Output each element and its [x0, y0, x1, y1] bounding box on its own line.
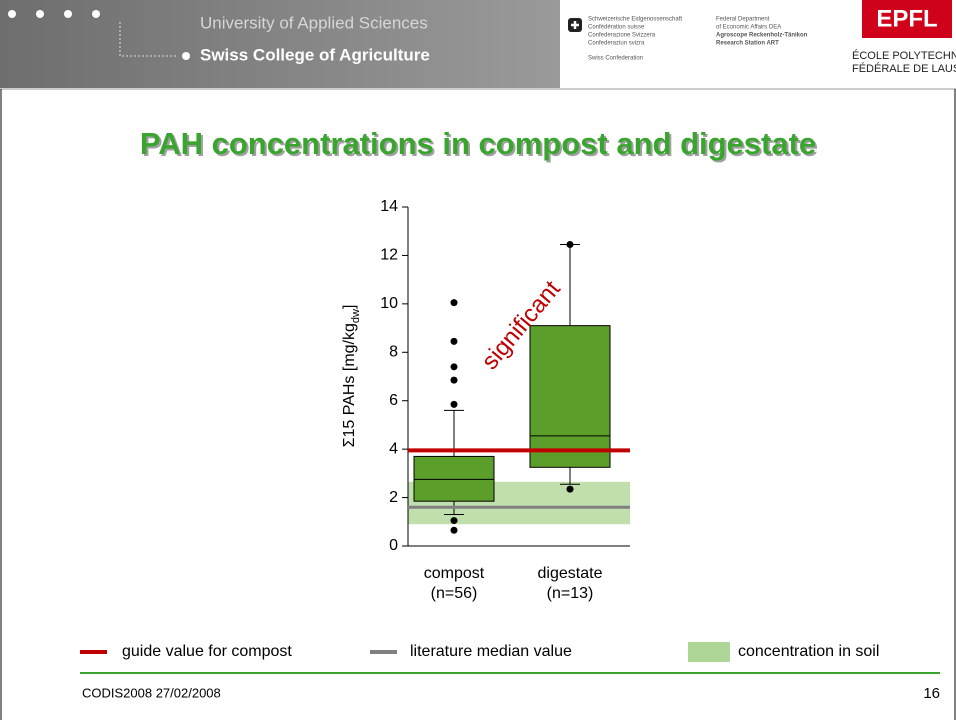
outlier: [450, 400, 458, 408]
y-label-main: Σ15 PAHs [mg/kg: [341, 323, 358, 447]
outlier: [450, 526, 458, 534]
school-name: University of Applied Sciences: [200, 13, 428, 32]
confed-line: Swiss Confederation: [588, 56, 643, 62]
outlier: [566, 241, 574, 249]
x-tick-label: compost: [424, 565, 485, 582]
legend-swatch: [688, 642, 730, 662]
confed-line: Confederazione Svizzera: [588, 33, 656, 39]
box: [413, 455, 495, 502]
legend-label: guide value for compost: [122, 643, 292, 660]
outlier: [566, 485, 574, 493]
y-tick-label: 14: [380, 198, 398, 215]
box: [529, 325, 611, 468]
confed-line: Confederaziun svizra: [588, 41, 645, 47]
outlier: [450, 337, 458, 345]
epfl-mark: EPFL: [876, 5, 937, 32]
y-tick-label: 8: [389, 344, 398, 361]
x-tick-note: (n=13): [547, 585, 594, 602]
epfl-line: FÉDÉRALE DE LAUSANNE: [852, 62, 956, 75]
legend-label: literature median value: [410, 643, 572, 660]
epfl-logo: [862, 0, 952, 38]
dept-line: Federal Department: [716, 17, 770, 23]
confed-line: Schweizerische Eidgenossenschaft: [588, 17, 682, 23]
epfl-line: ÉCOLE POLYTECHNIQUE: [852, 49, 956, 62]
legend-label: concentration in soil: [738, 643, 879, 660]
dept-line: of Economic Affairs DEA: [716, 25, 781, 31]
confed-line: Confédération suisse: [588, 25, 645, 31]
outlier: [450, 376, 458, 384]
footer-event: CODIS2008 27/02/2008: [82, 685, 221, 700]
college-name: Swiss College of Agriculture: [200, 45, 430, 64]
y-tick-label: 4: [389, 440, 398, 457]
slide-title: PAH concentrations in compost and digest…: [140, 126, 816, 161]
outlier: [450, 363, 458, 371]
header-bracket: [119, 22, 178, 57]
y-tick-label: 12: [380, 247, 398, 264]
page-number: 16: [923, 685, 940, 702]
y-tick-label: 6: [389, 392, 398, 409]
y-label-sub: dw: [350, 309, 362, 323]
dept-line: Research Station ART: [716, 41, 779, 47]
y-tick-label: 2: [389, 489, 398, 506]
y-label-end: ]: [341, 305, 358, 309]
y-axis-label: Σ15 PAHs [mg/kgdw]: [341, 305, 362, 448]
x-tick-note: (n=56): [431, 585, 478, 602]
header-dot: [182, 52, 190, 60]
outlier: [450, 299, 458, 307]
dept-line: Agroscope Reckenholz-Tänikon: [716, 33, 808, 39]
x-tick-label: digestate: [538, 565, 603, 582]
outlier: [450, 517, 458, 525]
swiss-cross: [571, 21, 579, 29]
y-tick-label: 0: [389, 537, 398, 554]
header-dots: [8, 10, 100, 18]
y-tick-label: 10: [380, 295, 398, 312]
